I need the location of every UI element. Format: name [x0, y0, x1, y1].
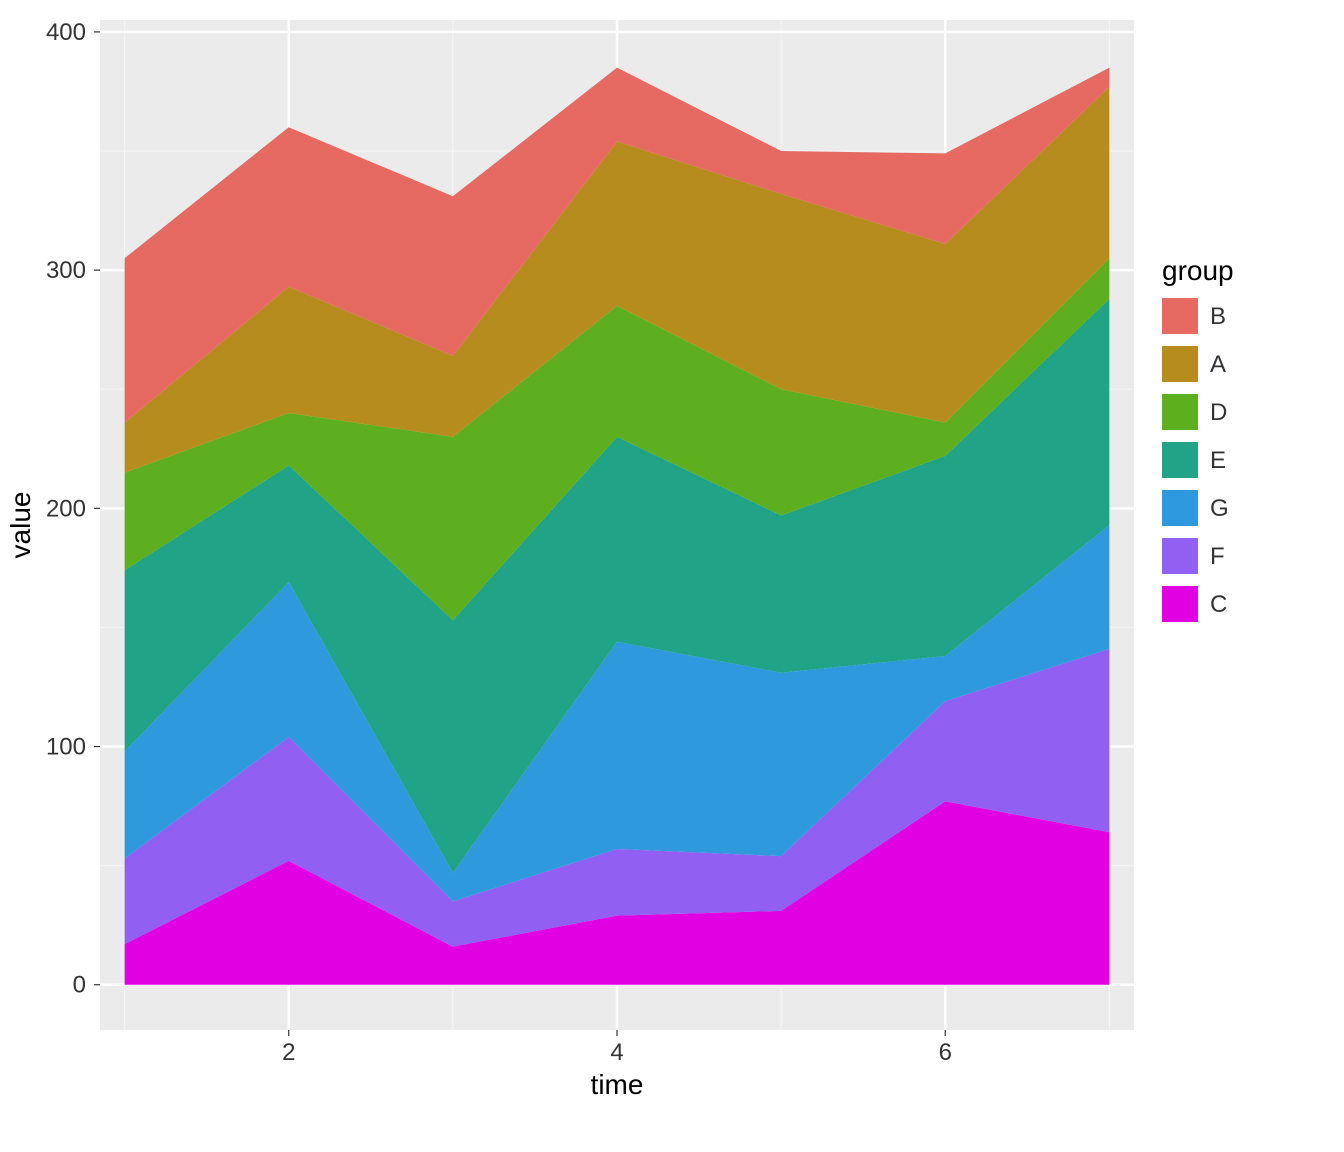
y-tick-label: 100: [46, 734, 86, 761]
legend-swatch: [1162, 538, 1198, 574]
legend-swatch: [1162, 586, 1198, 622]
legend-label: E: [1210, 447, 1226, 474]
y-tick-label: 300: [46, 257, 86, 284]
x-tick-label: 4: [610, 1039, 623, 1066]
legend-title: group: [1162, 255, 1234, 286]
legend: group BADEGFC: [1162, 255, 1234, 622]
x-tick-label: 6: [939, 1039, 952, 1066]
legend-swatch: [1162, 298, 1198, 334]
legend-item-C: C: [1162, 586, 1227, 622]
legend-label: C: [1210, 591, 1227, 618]
area-layers: [125, 68, 1110, 985]
legend-item-D: D: [1162, 394, 1227, 430]
y-tick-label: 400: [46, 19, 86, 46]
legend-label: A: [1210, 351, 1226, 378]
legend-label: B: [1210, 303, 1226, 330]
legend-label: G: [1210, 495, 1229, 522]
legend-item-F: F: [1162, 538, 1225, 574]
legend-item-G: G: [1162, 490, 1229, 526]
legend-item-A: A: [1162, 346, 1226, 382]
legend-item-E: E: [1162, 442, 1226, 478]
legend-label: D: [1210, 399, 1227, 426]
x-axis-title: time: [591, 1069, 644, 1100]
y-tick-label: 0: [73, 972, 86, 999]
legend-swatch: [1162, 346, 1198, 382]
legend-swatch: [1162, 442, 1198, 478]
legend-label: F: [1210, 543, 1225, 570]
legend-swatch: [1162, 394, 1198, 430]
y-axis-title: value: [5, 492, 36, 559]
stacked-area-chart: 2 4 6 0 100 200 300 400 time value group BADEGFC: [0, 0, 1344, 1152]
legend-swatch: [1162, 490, 1198, 526]
legend-item-B: B: [1162, 298, 1226, 334]
x-tick-label: 2: [282, 1039, 295, 1066]
y-tick-label: 200: [46, 495, 86, 522]
